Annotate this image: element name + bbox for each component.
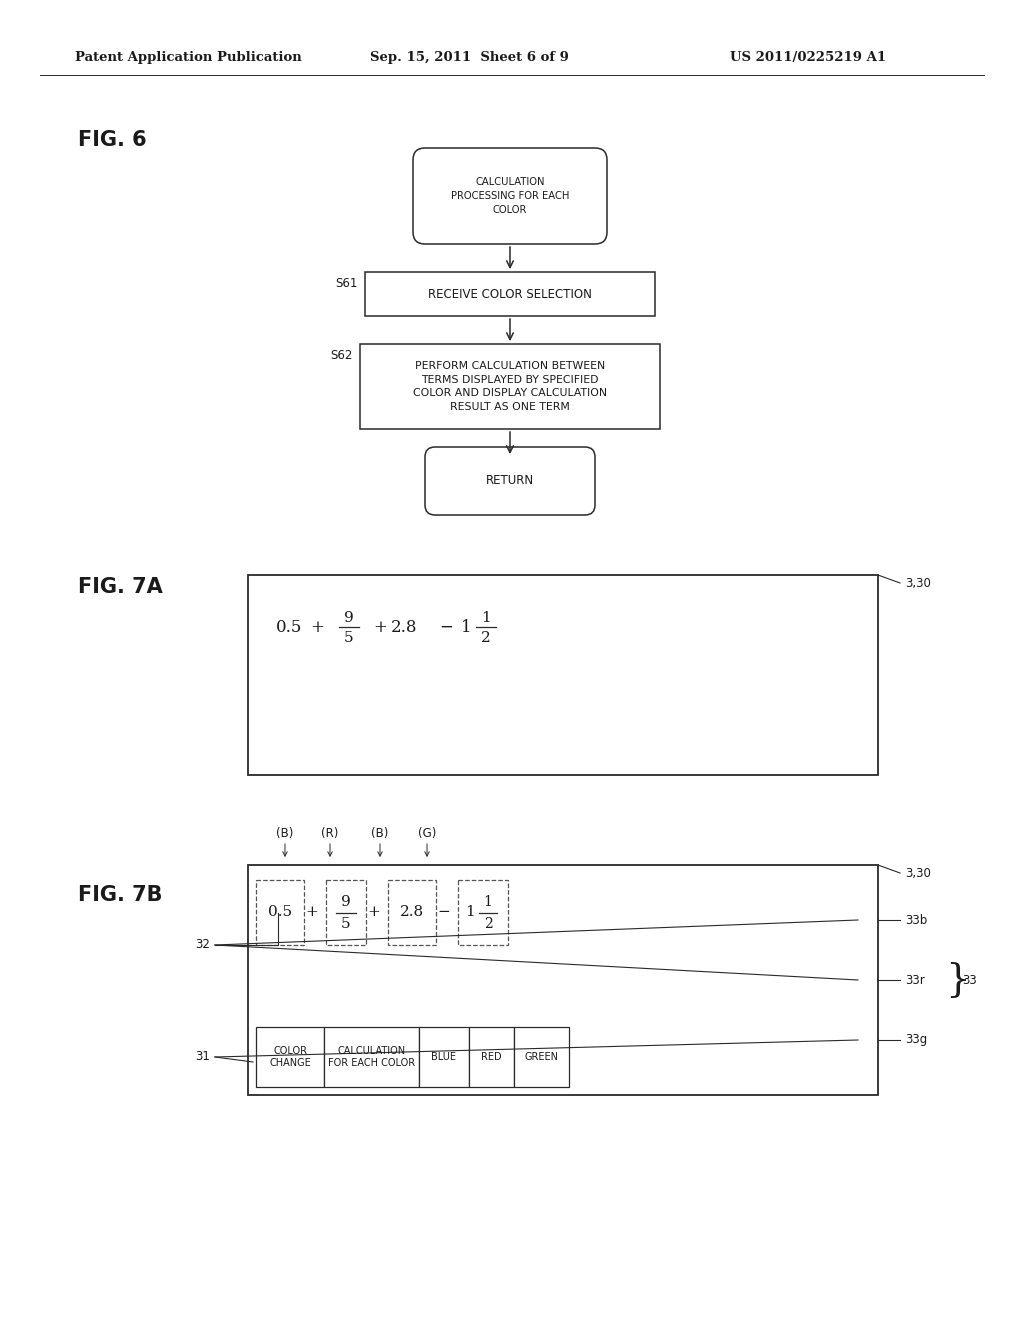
Text: 33b: 33b	[905, 913, 928, 927]
Bar	[256, 880, 304, 945]
Text: (G): (G)	[418, 826, 436, 840]
Text: 0.5: 0.5	[276, 619, 302, 635]
Bar	[469, 1027, 514, 1086]
Text: RED: RED	[481, 1052, 502, 1063]
Text: Patent Application Publication: Patent Application Publication	[75, 50, 302, 63]
FancyBboxPatch shape	[425, 447, 595, 515]
Text: −: −	[437, 906, 451, 920]
Text: CALCULATION
PROCESSING FOR EACH
COLOR: CALCULATION PROCESSING FOR EACH COLOR	[451, 177, 569, 215]
Bar	[248, 576, 878, 775]
Text: S61: S61	[335, 277, 357, 290]
Text: 3,30: 3,30	[905, 577, 931, 590]
Text: (B): (B)	[372, 826, 389, 840]
Text: Sep. 15, 2011  Sheet 6 of 9: Sep. 15, 2011 Sheet 6 of 9	[370, 50, 569, 63]
Text: 0.5: 0.5	[268, 906, 292, 920]
Text: +: +	[305, 906, 318, 920]
Text: (R): (R)	[322, 826, 339, 840]
Text: 2: 2	[481, 631, 490, 645]
Text: 5: 5	[344, 631, 354, 645]
Text: 2.8: 2.8	[400, 906, 424, 920]
Text: 9: 9	[344, 611, 354, 624]
Bar	[326, 880, 366, 945]
Text: PERFORM CALCULATION BETWEEN
TERMS DISPLAYED BY SPECIFIED
COLOR AND DISPLAY CALCU: PERFORM CALCULATION BETWEEN TERMS DISPLA…	[413, 362, 607, 412]
Bar	[360, 345, 660, 429]
Text: 1: 1	[481, 611, 490, 624]
Text: 9: 9	[341, 895, 351, 909]
Text: 1: 1	[483, 895, 493, 909]
Text: GREEN: GREEN	[524, 1052, 558, 1063]
Text: US 2011/0225219 A1: US 2011/0225219 A1	[730, 50, 886, 63]
Bar	[256, 1027, 324, 1086]
Text: 2.8: 2.8	[391, 619, 418, 635]
Bar	[324, 1027, 419, 1086]
Text: +: +	[368, 906, 380, 920]
Text: −: −	[439, 619, 453, 635]
Text: 33: 33	[962, 974, 977, 986]
Text: 32: 32	[196, 939, 210, 952]
Text: +: +	[373, 619, 387, 635]
Text: 2: 2	[483, 916, 493, 931]
Bar	[458, 880, 508, 945]
Text: }: }	[945, 961, 970, 998]
Text: COLOR
CHANGE: COLOR CHANGE	[269, 1045, 311, 1068]
Bar	[388, 880, 436, 945]
Text: +: +	[310, 619, 324, 635]
Bar	[365, 272, 655, 315]
Text: RETURN: RETURN	[486, 474, 535, 487]
Bar	[419, 1027, 469, 1086]
Text: FIG. 7A: FIG. 7A	[78, 577, 163, 597]
Text: 31: 31	[196, 1051, 210, 1064]
Text: 1: 1	[465, 906, 475, 920]
Bar	[514, 1027, 569, 1086]
Text: CALCULATION
FOR EACH COLOR: CALCULATION FOR EACH COLOR	[328, 1045, 415, 1068]
Text: 33g: 33g	[905, 1034, 928, 1047]
Text: FIG. 6: FIG. 6	[78, 129, 146, 150]
Text: 3,30: 3,30	[905, 866, 931, 879]
Text: 5: 5	[341, 916, 351, 931]
Text: (B): (B)	[276, 826, 294, 840]
Text: 1: 1	[461, 619, 471, 635]
Text: S62: S62	[330, 348, 352, 362]
Text: FIG. 7B: FIG. 7B	[78, 884, 163, 906]
Text: 33r: 33r	[905, 974, 925, 986]
FancyBboxPatch shape	[413, 148, 607, 244]
Text: BLUE: BLUE	[431, 1052, 457, 1063]
Bar	[248, 865, 878, 1096]
Text: RECEIVE COLOR SELECTION: RECEIVE COLOR SELECTION	[428, 288, 592, 301]
